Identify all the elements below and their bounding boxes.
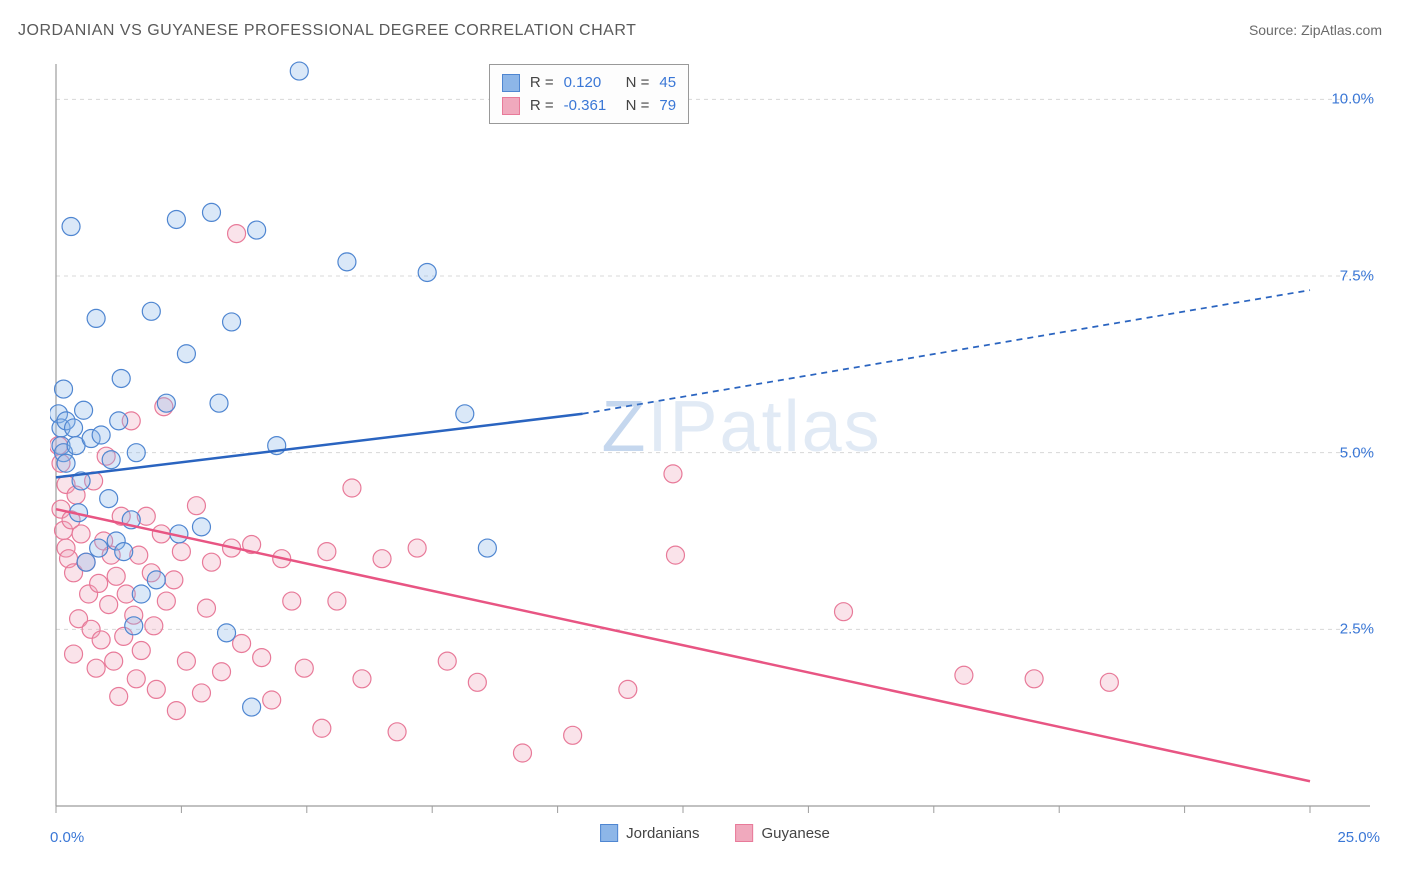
scatter-chart <box>50 60 1380 840</box>
legend-item: Jordanians <box>600 824 699 842</box>
r-value: -0.361 <box>564 94 616 117</box>
stats-row: R = 0.120 N = 45 <box>502 71 676 94</box>
r-value: 0.120 <box>564 71 616 94</box>
plot-container: Professional Degree ZIPatlas R =0.120N =… <box>50 60 1380 840</box>
n-value: 79 <box>659 94 676 117</box>
x-axis-start-label: 0.0% <box>50 829 84 846</box>
y-tick-label: 7.5% <box>1340 268 1374 285</box>
stats-row: R = -0.361 N = 79 <box>502 94 676 117</box>
legend-item: Guyanese <box>736 824 830 842</box>
y-tick-label: 2.5% <box>1340 621 1374 638</box>
bottom-legend: Jordanians Guyanese <box>600 824 830 842</box>
source-label: Source: ZipAtlas.com <box>1249 22 1382 38</box>
stats-legend-box: R = 0.120 N = 45 R = -0.361 N = 79 <box>489 64 689 125</box>
n-label: N = <box>626 94 650 117</box>
series-swatch <box>502 74 520 92</box>
n-value: 45 <box>659 71 676 94</box>
chart-title: JORDANIAN VS GUYANESE PROFESSIONAL DEGRE… <box>18 22 636 40</box>
y-tick-label: 10.0% <box>1331 91 1374 108</box>
n-label: N = <box>626 71 650 94</box>
r-label: R = <box>530 71 554 94</box>
legend-label: Guyanese <box>762 825 830 842</box>
r-label: R = <box>530 94 554 117</box>
y-tick-label: 5.0% <box>1340 444 1374 461</box>
legend-swatch <box>600 824 618 842</box>
series-swatch <box>502 97 520 115</box>
legend-swatch <box>736 824 754 842</box>
legend-label: Jordanians <box>626 825 699 842</box>
x-axis-end-label: 25.0% <box>1337 829 1380 846</box>
